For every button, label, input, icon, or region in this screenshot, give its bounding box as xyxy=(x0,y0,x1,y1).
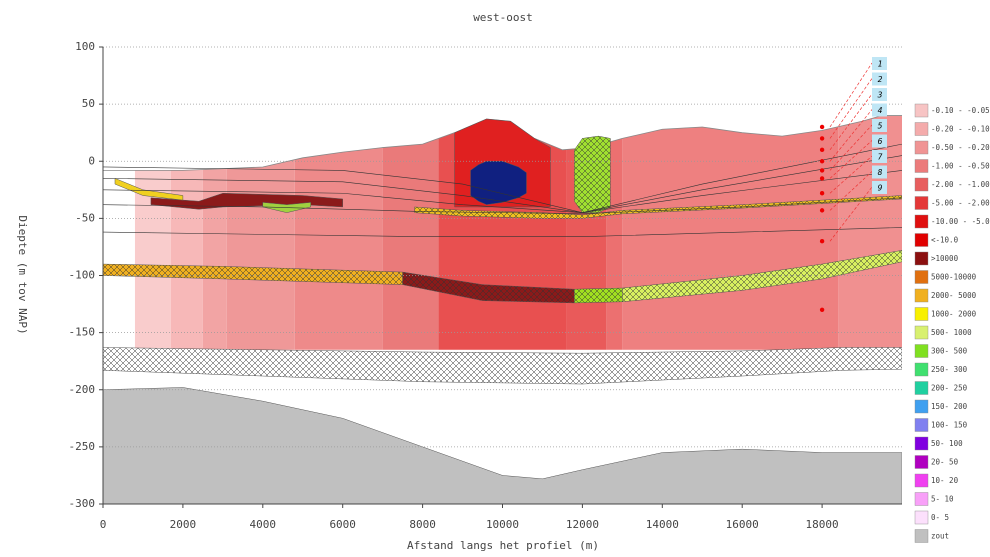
legend-swatch xyxy=(915,141,928,154)
point xyxy=(820,176,824,180)
x-tick-label: 10000 xyxy=(486,518,519,531)
legend-label: zout xyxy=(931,532,949,541)
x-tick-label: 0 xyxy=(100,518,107,531)
legend-swatch xyxy=(915,160,928,173)
y-tick-label: -250 xyxy=(69,440,96,453)
legend-label: 50- 100 xyxy=(931,439,963,448)
x-tick-label: 8000 xyxy=(409,518,436,531)
legend-label: 100- 150 xyxy=(931,421,968,430)
legend-swatch xyxy=(915,104,928,117)
legend-swatch xyxy=(915,474,928,487)
point xyxy=(820,148,824,152)
point xyxy=(820,208,824,212)
legend-label: -0.50 - -0.20 xyxy=(931,143,990,152)
layer-hatch xyxy=(103,347,902,384)
legend-swatch xyxy=(915,252,928,265)
y-tick-label: 100 xyxy=(75,40,95,53)
x-tick-label: 12000 xyxy=(566,518,599,531)
chart-title: west-oost xyxy=(473,11,533,24)
marker-label: 9 xyxy=(878,184,883,193)
point xyxy=(820,168,824,172)
y-tick-label: -100 xyxy=(69,269,96,282)
legend-label: -10.00 - -5.00 xyxy=(931,217,990,226)
y-tick-label: -150 xyxy=(69,326,96,339)
marker-label: 1 xyxy=(878,60,883,69)
column xyxy=(383,47,439,350)
legend-label: <-10.0 xyxy=(931,236,959,245)
legend-swatch xyxy=(915,493,928,506)
y-tick-label: -200 xyxy=(69,383,96,396)
legend-swatch xyxy=(915,215,928,228)
legend-label: 200- 250 xyxy=(931,384,968,393)
legend-swatch xyxy=(915,123,928,136)
layer-hatch xyxy=(574,288,622,303)
legend-swatch xyxy=(915,400,928,413)
legend-swatch xyxy=(915,178,928,191)
legend-label: 10- 20 xyxy=(931,476,959,485)
y-tick-label: 0 xyxy=(88,154,95,167)
legend-label: -0.20 - -0.10 xyxy=(931,125,990,134)
y-axis-label: Diepte (m tov NAP) xyxy=(16,215,29,334)
legend-swatch xyxy=(915,530,928,543)
marker-label: 8 xyxy=(878,168,883,177)
point xyxy=(820,136,824,140)
legend-swatch xyxy=(915,345,928,358)
x-tick-label: 14000 xyxy=(646,518,679,531)
legend-label: 0- 5 xyxy=(931,513,949,522)
legend-swatch xyxy=(915,456,928,469)
marker-label: 6 xyxy=(878,137,883,146)
legend-swatch xyxy=(915,363,928,376)
marker-label: 4 xyxy=(878,106,883,115)
legend-swatch xyxy=(915,271,928,284)
layer-hatch xyxy=(574,136,610,213)
x-tick-label: 6000 xyxy=(329,518,356,531)
legend-swatch xyxy=(915,419,928,432)
x-axis-label: Afstand langs het profiel (m) xyxy=(407,539,599,552)
legend-label: 150- 200 xyxy=(931,402,968,411)
legend-swatch xyxy=(915,308,928,321)
legend-swatch xyxy=(915,382,928,395)
legend-label: >10000 xyxy=(931,254,959,263)
legend-label: 300- 500 xyxy=(931,347,968,356)
legend-label: 500- 1000 xyxy=(931,328,972,337)
legend-label: 250- 300 xyxy=(931,365,968,374)
legend-swatch xyxy=(915,326,928,339)
legend-swatch xyxy=(915,511,928,524)
legend-label: -5.00 - -2.00 xyxy=(931,199,990,208)
legend-swatch xyxy=(915,289,928,302)
legend-swatch xyxy=(915,197,928,210)
y-tick-label: -300 xyxy=(69,497,96,510)
legend-label: -1.00 - -0.50 xyxy=(931,162,990,171)
legend-label: 2000- 5000 xyxy=(931,291,977,300)
x-tick-label: 4000 xyxy=(250,518,277,531)
legend-swatch xyxy=(915,437,928,450)
legend-label: 5000-10000 xyxy=(931,273,977,282)
point xyxy=(820,191,824,195)
marker-label: 7 xyxy=(878,153,883,162)
layer xyxy=(103,387,902,504)
point xyxy=(820,308,824,312)
legend-label: 5- 10 xyxy=(931,495,954,504)
legend-label: 20- 50 xyxy=(931,458,959,467)
legend-label: -0.10 - -0.05 xyxy=(931,106,990,115)
legend-label: -2.00 - -1.00 xyxy=(931,180,990,189)
legend-label: 1000- 2000 xyxy=(931,310,977,319)
y-tick-label: -50 xyxy=(75,211,95,224)
x-tick-label: 18000 xyxy=(806,518,839,531)
legend-swatch xyxy=(915,234,928,247)
point xyxy=(820,159,824,163)
marker-label: 5 xyxy=(878,122,883,131)
point xyxy=(820,125,824,129)
x-tick-label: 16000 xyxy=(726,518,759,531)
marker-label: 3 xyxy=(877,91,883,100)
x-tick-label: 2000 xyxy=(170,518,197,531)
marker-label: 2 xyxy=(878,75,883,84)
column xyxy=(622,47,838,350)
point xyxy=(820,239,824,243)
y-tick-label: 50 xyxy=(82,97,95,110)
